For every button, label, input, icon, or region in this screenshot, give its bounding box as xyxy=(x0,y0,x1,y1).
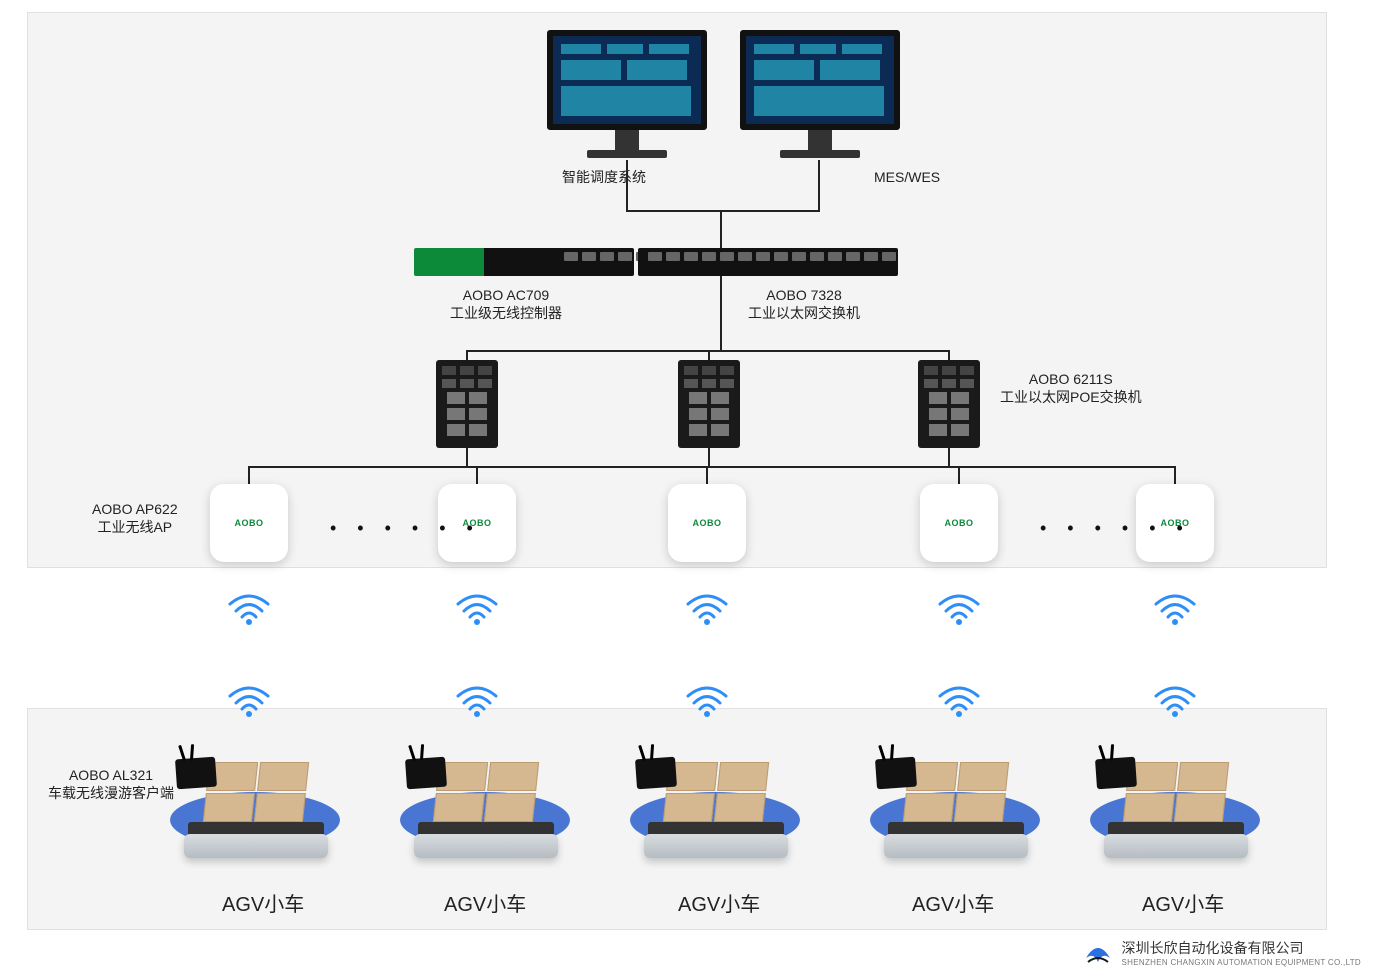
wifi-icon xyxy=(934,678,984,718)
poe-switch-label: AOBO 6211S 工业以太网POE交换机 xyxy=(1000,370,1142,406)
monitor-label: 智能调度系统 xyxy=(562,168,646,186)
monitor-label: MES/WES xyxy=(874,168,940,186)
agv-label: AGV小车 xyxy=(444,892,526,918)
onboard-client-device xyxy=(175,757,217,790)
onboard-client-label: AOBO AL321 车载无线漫游客户端 xyxy=(48,766,174,802)
agv-label: AGV小车 xyxy=(1142,892,1224,918)
wifi-icon xyxy=(1150,586,1200,626)
wireless-ap: AOBO xyxy=(920,484,998,562)
ethernet-switch xyxy=(638,248,898,276)
wireless-controller xyxy=(414,248,634,276)
company-name: 深圳长欣自动化设备有限公司 xyxy=(1122,938,1361,958)
onboard-client-device xyxy=(875,757,917,790)
agv-label: AGV小车 xyxy=(222,892,304,918)
wifi-icon xyxy=(452,586,502,626)
wireless-ap: AOBO xyxy=(668,484,746,562)
company-logo: 深圳长欣自动化设备有限公司 SHENZHEN CHANGXIN AUTOMATI… xyxy=(1082,936,1361,968)
poe-switch xyxy=(436,360,498,448)
onboard-client-device xyxy=(405,757,447,790)
monitor xyxy=(547,30,707,158)
wifi-icon xyxy=(682,586,732,626)
wireless-ap: AOBO xyxy=(210,484,288,562)
agv-vehicle xyxy=(870,722,1040,872)
wifi-icon xyxy=(452,678,502,718)
wifi-icon xyxy=(224,586,274,626)
wifi-icon xyxy=(682,678,732,718)
ap-label: AOBO AP622 工业无线AP xyxy=(92,500,178,536)
agv-vehicle xyxy=(170,722,340,872)
agv-label: AGV小车 xyxy=(912,892,994,918)
controller-label: AOBO AC709 工业级无线控制器 xyxy=(450,286,562,322)
wifi-icon xyxy=(224,678,274,718)
poe-switch xyxy=(678,360,740,448)
onboard-client-device xyxy=(1095,757,1137,790)
company-name-en: SHENZHEN CHANGXIN AUTOMATION EQUIPMENT C… xyxy=(1122,958,1361,967)
ellipsis-dots: • • • • • • xyxy=(1040,518,1191,539)
poe-switch xyxy=(918,360,980,448)
agv-vehicle xyxy=(1090,722,1260,872)
switch-label: AOBO 7328 工业以太网交换机 xyxy=(748,286,860,322)
agv-label: AGV小车 xyxy=(678,892,760,918)
monitor xyxy=(740,30,900,158)
agv-vehicle xyxy=(630,722,800,872)
agv-vehicle xyxy=(400,722,570,872)
wifi-icon xyxy=(934,586,984,626)
logo-icon xyxy=(1082,936,1114,968)
ellipsis-dots: • • • • • • xyxy=(330,518,481,539)
wifi-icon xyxy=(1150,678,1200,718)
onboard-client-device xyxy=(635,757,677,790)
